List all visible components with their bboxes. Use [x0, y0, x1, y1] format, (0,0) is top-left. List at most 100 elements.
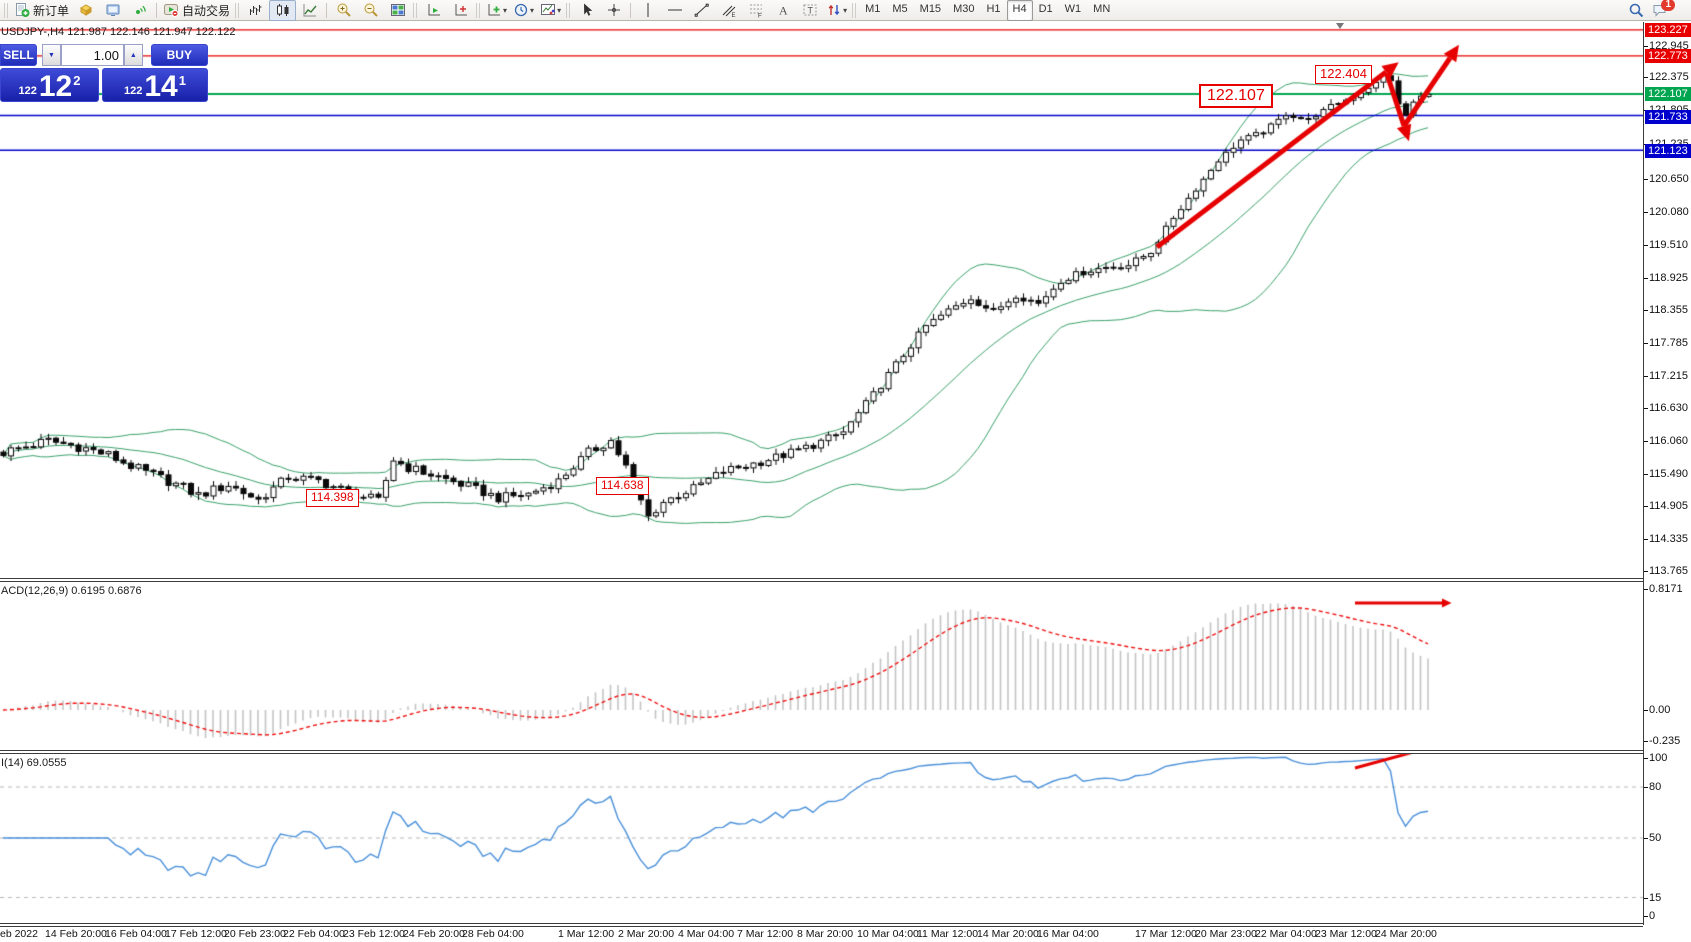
buy-price-pipette: 1	[178, 73, 186, 88]
svg-text:F: F	[758, 14, 762, 19]
buy-price-button[interactable]: 122 14 1	[102, 68, 208, 102]
toolbar: 新订单 自动交易 ▾ ▾ ▾ E F A T ▾	[0, 0, 1691, 21]
svg-text:E: E	[731, 13, 735, 18]
axis-tick-label: -0.235	[1649, 735, 1681, 747]
fibonacci-tool-button[interactable]: F	[742, 0, 769, 21]
toolbar-grip[interactable]	[4, 2, 9, 18]
time-tick-label: 17 Feb 12:00	[165, 928, 227, 940]
time-tick-label: 11 Mar 12:00	[917, 928, 979, 940]
notifications-button[interactable]: 1	[1649, 0, 1685, 21]
new-order-button[interactable]: 新订单	[11, 0, 72, 21]
rsi-pane-divider[interactable]	[0, 750, 1643, 754]
autotrade-button[interactable]: 自动交易	[160, 0, 233, 21]
signals-button[interactable]	[126, 0, 153, 21]
time-tick-label: 16 Feb 04:00	[105, 928, 167, 940]
time-tick-label: 7 Mar 12:00	[737, 928, 794, 940]
channel-tool-button[interactable]: E	[715, 0, 742, 21]
axis-tick-mark	[1644, 46, 1648, 47]
axis-tick-mark	[1644, 408, 1648, 409]
chart-shift-button[interactable]	[447, 0, 474, 21]
horizontal-line-tool-button[interactable]	[661, 0, 688, 21]
time-tick-label: 23 Mar 12:00	[1315, 928, 1377, 940]
auto-scroll-icon	[426, 2, 442, 18]
axis-tick-mark	[1644, 589, 1648, 590]
time-tick-label: 28 Feb 04:00	[462, 928, 524, 940]
axis-tick-label: 117.785	[1649, 337, 1688, 349]
chart-text-annotation[interactable]: 114.398	[306, 489, 359, 507]
zoom-in-button[interactable]	[330, 0, 357, 21]
axis-tick-mark	[1644, 343, 1648, 344]
signals-icon	[132, 2, 148, 18]
line-chart-button[interactable]	[296, 0, 323, 21]
chart-text-annotation[interactable]: 122.404	[1315, 65, 1372, 84]
chart-text-annotation[interactable]: 122.107	[1199, 84, 1273, 109]
zoom-out-button[interactable]	[357, 0, 384, 21]
timeframe-mn[interactable]: MN	[1093, 2, 1111, 15]
sell-price-pips: 12	[38, 70, 73, 103]
trendline-tool-button[interactable]	[688, 0, 715, 21]
autotrade-label: 自动交易	[182, 3, 231, 18]
macd-pane-divider[interactable]	[0, 578, 1643, 582]
time-tick-label: 14 Feb 20:00	[45, 928, 107, 940]
zoom-out-icon	[363, 2, 379, 18]
chart-shift-marker-icon[interactable]	[1336, 23, 1344, 29]
time-tick-label: eb 2022	[0, 928, 38, 940]
candlestick-button[interactable]	[269, 0, 297, 21]
axis-tick-label: 0	[1649, 910, 1656, 922]
axis-tick-label: 115.490	[1649, 468, 1688, 480]
timeframe-m5[interactable]: M5	[892, 2, 908, 15]
fibonacci-icon: F	[748, 2, 764, 18]
new-order-label: 新订单	[33, 3, 70, 18]
timeframe-m1[interactable]: M1	[865, 2, 881, 15]
text-tool-button[interactable]: A	[769, 0, 796, 21]
time-axis[interactable]: eb 2022 14 Feb 20:00 16 Feb 04:00 17 Feb 12…	[0, 923, 1643, 942]
timeframe-h1[interactable]: H1	[986, 2, 1001, 15]
axis-tick-mark	[1644, 710, 1648, 711]
price-axis[interactable]: 123.227122.945122.773122.375122.107121.8…	[1644, 0, 1691, 942]
market-cube-icon	[78, 2, 94, 18]
tile-windows-button[interactable]	[384, 0, 411, 21]
terminal-button[interactable]	[99, 0, 126, 21]
buy-button[interactable]: BUY	[150, 44, 208, 66]
timeframe-m30[interactable]: M30	[953, 2, 975, 15]
text-label-icon: T	[802, 2, 818, 18]
arrows-tool-button[interactable]: ▾	[823, 0, 850, 21]
cursor-tool-button[interactable]	[573, 0, 600, 21]
sell-price-button[interactable]: 122 12 2	[0, 68, 99, 102]
timeframe-m15[interactable]: M15	[919, 2, 942, 15]
vertical-line-icon	[640, 2, 656, 18]
volume-input[interactable]: 1.00	[60, 44, 124, 66]
auto-scroll-button[interactable]	[420, 0, 447, 21]
price-line-badge: 123.227	[1645, 23, 1691, 37]
timeframe-d1[interactable]: D1	[1038, 2, 1053, 15]
text-label-tool-button[interactable]: T	[796, 0, 823, 21]
chart-text-annotation[interactable]: 114.638	[596, 477, 649, 495]
volume-increase-button[interactable]: ▲	[123, 44, 143, 66]
axis-tick-mark	[1644, 916, 1648, 917]
timeframe-h4[interactable]: H4	[1006, 0, 1033, 21]
axis-tick-mark	[1644, 245, 1648, 246]
templates-button[interactable]: ▾	[537, 0, 564, 21]
volume-decrease-button[interactable]: ▼	[42, 44, 61, 66]
search-button[interactable]	[1622, 0, 1649, 21]
templates-caret-icon: ▾	[557, 5, 562, 15]
market-button[interactable]	[72, 0, 99, 21]
time-tick-label: 20 Feb 23:00	[224, 928, 286, 940]
axis-tick-label: 116.630	[1649, 402, 1688, 414]
crosshair-tool-button[interactable]	[600, 0, 627, 21]
indicators-caret-icon: ▾	[503, 5, 508, 15]
time-tick-label: 16 Mar 04:00	[1037, 928, 1099, 940]
channel-icon: E	[721, 2, 737, 18]
indicators-button[interactable]: ▾	[483, 0, 510, 21]
axis-tick-label: 117.215	[1649, 370, 1688, 382]
trendline-icon	[694, 2, 710, 18]
axis-tick-mark	[1644, 77, 1648, 78]
time-tick-label: 22 Feb 04:00	[283, 928, 345, 940]
vertical-line-tool-button[interactable]	[634, 0, 661, 21]
chart-area[interactable]	[0, 0, 1643, 942]
periods-button[interactable]: ▾	[510, 0, 537, 21]
timeframe-w1[interactable]: W1	[1064, 2, 1082, 15]
sell-button[interactable]: SELL	[0, 44, 38, 66]
time-tick-label: 24 Feb 20:00	[403, 928, 465, 940]
bar-chart-button[interactable]	[242, 0, 269, 21]
